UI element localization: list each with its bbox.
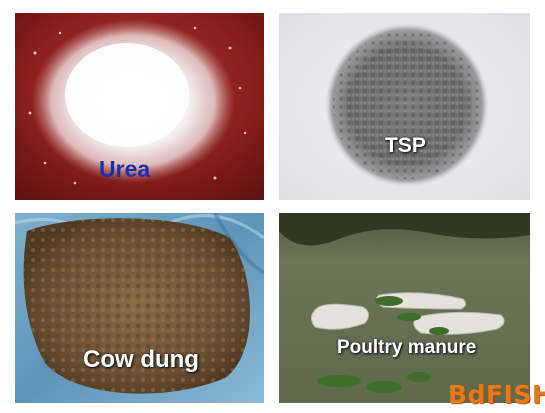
bdfish-logo: BdFISH — [448, 380, 545, 409]
poultry-manure-photo: Poultry manure — [279, 213, 530, 403]
urea-caption: Urea — [99, 156, 151, 182]
cow-dung-photo: Cow dung — [15, 213, 264, 403]
urea-image — [15, 13, 264, 200]
poultry-manure-caption: Poultry manure — [337, 337, 477, 358]
urea-photo: Urea — [15, 13, 264, 200]
cow-dung-image — [15, 213, 264, 403]
poultry-manure-image — [279, 213, 530, 403]
tsp-image — [279, 13, 530, 200]
tsp-photo: TSP — [279, 13, 530, 200]
cow-dung-caption: Cow dung — [83, 346, 199, 373]
tsp-caption: TSP — [385, 134, 426, 157]
